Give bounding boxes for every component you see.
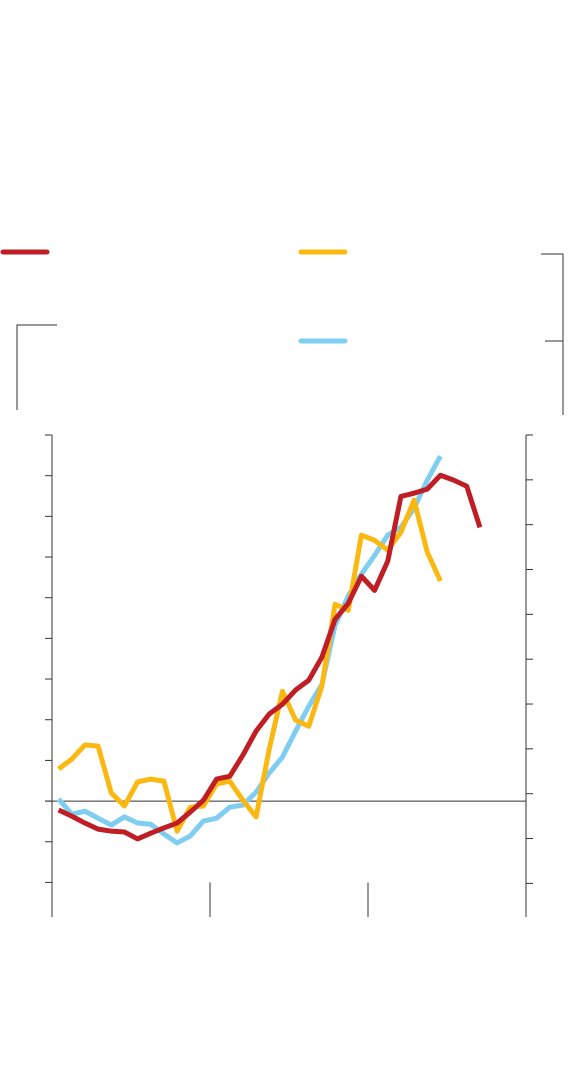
legend-bracket (16, 324, 57, 410)
series-line (57, 497, 443, 834)
series-line (56, 454, 443, 846)
legend-bracket (541, 253, 564, 415)
series-line (57, 472, 483, 842)
